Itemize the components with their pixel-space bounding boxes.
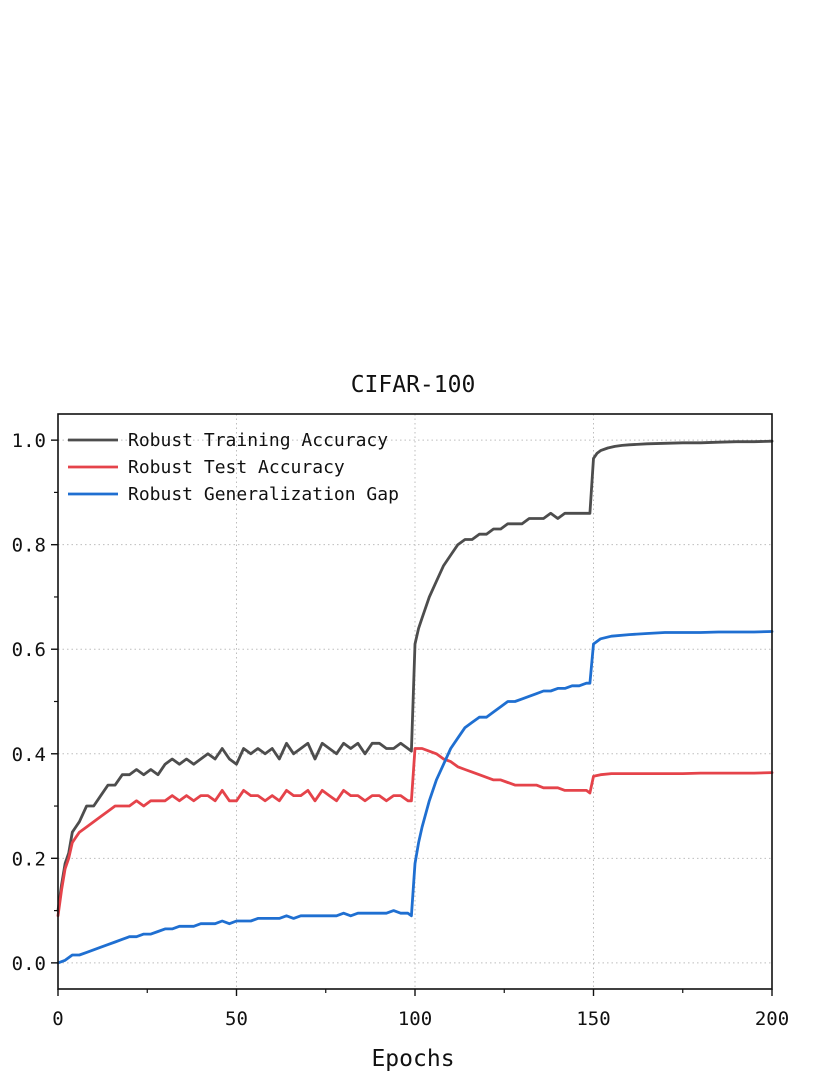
x-tick-label-4: 200 (755, 1008, 789, 1030)
y-tick-label-4: 0.8 (12, 535, 46, 557)
legend-label-training: Robust Training Accuracy (128, 430, 388, 451)
y-tick-label-2: 0.4 (12, 744, 46, 766)
y-tick-label-0: 0.0 (12, 953, 46, 975)
series-line-robust-generalization-gap (56, 630, 774, 965)
x-tick-label-1: 50 (225, 1008, 248, 1030)
legend-label-test: Robust Test Accuracy (128, 457, 345, 478)
y-tick-label-3: 0.6 (12, 639, 46, 661)
x-tick-label-3: 150 (576, 1008, 610, 1030)
x-tick-label-2: 100 (398, 1008, 432, 1030)
legend: Robust Training Accuracy Robust Test Acc… (68, 430, 399, 505)
x-axis-title: Epochs (371, 1046, 454, 1072)
y-tick-label-5: 1.0 (12, 430, 46, 452)
legend-label-gap: Robust Generalization Gap (128, 484, 399, 505)
y-tick-label-1: 0.2 (12, 848, 46, 870)
chart-title: CIFAR-100 (351, 372, 476, 398)
x-tick-label-0: 0 (52, 1008, 63, 1030)
series-line-robust-test-accuracy (56, 747, 774, 918)
series-lines (56, 439, 774, 965)
axis-ticks: 0 50 100 150 200 0.0 0.2 0.4 0.6 0.8 1.0 (12, 430, 789, 1030)
series-line-robust-training-accuracy (56, 439, 774, 912)
